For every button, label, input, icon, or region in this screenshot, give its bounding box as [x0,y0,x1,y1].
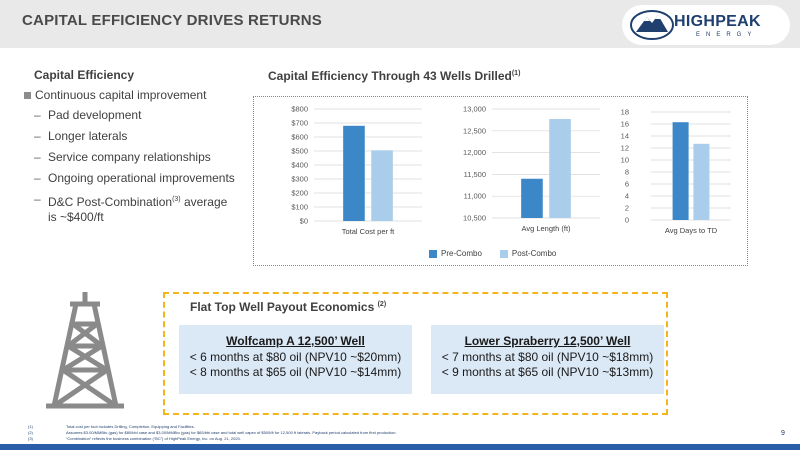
y-tick-label: 12,000 [463,148,486,157]
footnote: (1) Total cost per foot includes Drilling… [28,424,397,430]
bar-pre-combo [672,122,689,220]
list-item: – Longer laterals [34,129,128,143]
chart-title-text: Capital Efficiency Through 43 Wells Dril… [268,69,512,83]
x-category-label: Avg Days to TD [665,226,718,235]
payout-economics-box: Flat Top Well Payout Economics (2) Wolfc… [163,292,668,415]
well-card-lower-spraberry: Lower Spraberry 12,500’ Well < 7 months … [431,325,664,394]
footnote-number: (3) [28,436,33,441]
list-item-text: Service company relationships [48,150,211,164]
y-tick-label: 0 [625,216,629,225]
well-name: Wolfcamp A 12,500’ Well [226,334,365,348]
y-tick-label: $700 [291,119,308,128]
y-tick-label: 12,500 [463,126,486,135]
well-payout-65: < 9 months at $65 oil (NPV10 ~$13mm) [441,365,654,379]
legend-label-pre: Pre-Combo [441,249,482,258]
chart-title: Capital Efficiency Through 43 Wells Dril… [268,69,520,83]
x-category-label: Avg Length (ft) [521,224,571,233]
footnote: (2) Assumes $3.00/MMBtu (gas) for $80/bbl… [28,430,397,436]
mountain-logo-icon [630,10,674,40]
header-bar: CAPITAL EFFICIENCY DRIVES RETURNS HIGHPE… [0,0,800,48]
y-tick-label: $200 [291,189,308,198]
payout-title-text: Flat Top Well Payout Economics [190,300,375,314]
company-logo: HIGHPEAK ENERGY [622,5,790,45]
logo-subtitle: ENERGY [696,32,758,38]
y-tick-label: 16 [621,120,629,129]
y-tick-label: 11,000 [464,192,486,201]
footnote-number: (1) [28,424,33,429]
page-number: 9 [781,430,785,437]
capital-efficiency-panel: Capital Efficiency Continuous capital im… [24,68,239,231]
dc-text-post: average is ~$400/ft [48,195,228,224]
chart-title-footnote: (1) [511,70,521,77]
well-payout-80: < 6 months at $80 oil (NPV10 ~$20mm) [189,350,402,364]
footnote-text: Assumes $3.00/MMBtu (gas) for $80/bbl ca… [66,430,397,435]
square-bullet-icon [24,91,31,99]
main-bullet-text: Continuous capital improvement [35,88,207,102]
bottom-bar [0,444,800,450]
dc-text-pre: D&C Post-Combination [48,195,173,209]
well-name: Lower Spraberry 12,500’ Well [464,334,631,348]
y-tick-label: $100 [291,203,308,212]
y-tick-label: 10 [621,156,629,165]
y-tick-label: 11,500 [464,170,486,179]
oil-rig-icon [46,292,124,409]
page-title: CAPITAL EFFICIENCY DRIVES RETURNS [22,12,322,29]
chart-legend: Pre-Combo Post-Combo [429,249,556,258]
y-tick-label: $0 [300,217,308,226]
list-item-text: Longer laterals [48,129,128,143]
logo-name: HIGHPEAK [674,13,761,30]
y-tick-label: 4 [625,192,629,201]
y-tick-label: $500 [291,147,308,156]
main-bullet: Continuous capital improvement [24,88,239,102]
footnotes: (1) Total cost per foot includes Drilling… [28,424,397,442]
y-tick-label: 13,000 [463,105,486,114]
legend-item-post: Post-Combo [499,249,557,258]
y-tick-label: 2 [625,204,629,213]
y-tick-label: 12 [621,144,629,153]
footnote-text: “Combination” reflects the business comb… [66,436,241,441]
section-title: Capital Efficiency [34,68,135,82]
y-tick-label: $800 [291,105,308,114]
footnote-ref: (3) [172,196,181,203]
list-item-text: Ongoing operational improvements [48,171,235,185]
bar-post-combo [693,143,710,220]
legend-item-pre: Pre-Combo [429,249,482,258]
bar-pre-combo [521,178,543,218]
well-payout-65: < 8 months at $65 oil (NPV10 ~$14mm) [189,365,402,379]
dc-cost-text: D&C Post-Combination(3) average is ~$400… [48,192,239,225]
list-item: – Pad development [34,108,142,122]
list-item: – Ongoing operational improvements [34,171,235,185]
payout-title: Flat Top Well Payout Economics (2) [190,300,386,314]
x-category-label: Total Cost per ft [342,227,395,236]
footnote-text: Total cost per foot includes Drilling, C… [66,424,195,429]
y-tick-label: $400 [291,161,308,170]
footnote: (3) “Combination” reflects the business c… [28,436,397,442]
y-tick-label: 14 [621,132,629,141]
chart-container: $0 $100 $200 $300 $400 $500 $600 $700 $800 Total … [253,96,748,266]
y-tick-label: 10,500 [463,214,486,223]
bar-pre-combo [343,125,365,221]
bar-post-combo [549,119,571,218]
well-card-wolfcamp: Wolfcamp A 12,500’ Well < 6 months at $8… [179,325,412,394]
bar-charts: $0 $100 $200 $300 $400 $500 $600 $700 $800 Total … [291,105,731,236]
footnote-number: (2) [28,430,33,435]
y-tick-label: 8 [625,168,629,177]
y-tick-label: 6 [625,180,629,189]
list-item-dc-cost: – D&C Post-Combination(3) average is ~$4… [34,192,239,225]
y-tick-label: 18 [621,108,629,117]
bar-post-combo [371,150,393,221]
legend-label-post: Post-Combo [511,249,557,258]
list-item: – Service company relationships [34,150,211,164]
well-payout-80: < 7 months at $80 oil (NPV10 ~$18mm) [441,350,654,364]
legend-swatch-pre [429,249,437,258]
payout-title-footnote: (2) [377,301,387,308]
y-tick-label: $300 [291,175,308,184]
list-item-text: Pad development [48,108,142,122]
y-tick-label: $600 [291,133,308,142]
legend-swatch-post [499,249,508,258]
